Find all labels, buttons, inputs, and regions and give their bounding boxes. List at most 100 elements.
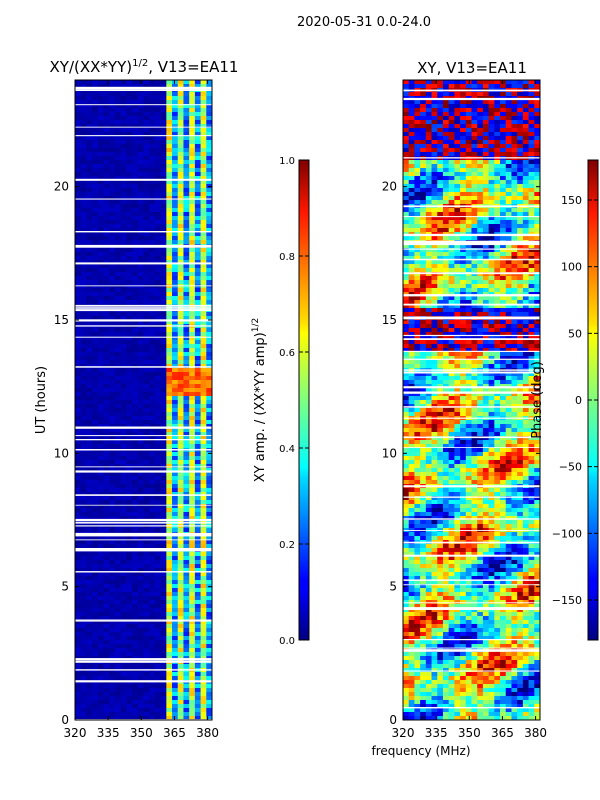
phase-heatmap-cell [437, 160, 444, 165]
amplitude-heatmap-cell [143, 172, 150, 177]
phase-heatmap-cell [482, 212, 490, 217]
amplitude-heatmap-cell [160, 104, 167, 109]
amplitude-heatmap-cell [132, 144, 139, 149]
amplitude-heatmap-cell [189, 712, 196, 717]
amplitude-heatmap-cell [126, 508, 133, 513]
amplitude-heatmap-cell [126, 584, 133, 589]
phase-heatmap-cell [454, 128, 461, 133]
phase-heatmap-cell [494, 148, 501, 153]
amplitude-heatmap-cell [109, 108, 116, 113]
amplitude-heatmap-cell [149, 380, 156, 385]
amplitude-x-axis: 320 335 350 365 380 [64, 80, 219, 740]
amplitude-heatmap-cell [120, 592, 127, 597]
amplitude-heatmap-cell [75, 104, 82, 109]
amplitude-heatmap-cell [75, 452, 82, 457]
amplitude-heatmap-cell [177, 352, 185, 357]
amplitude-heatmap-cell [200, 176, 207, 181]
phase-heatmap-cell [442, 128, 450, 133]
amplitude-heatmap-cell [103, 288, 110, 293]
amplitude-heatmap-cell [200, 488, 207, 493]
amplitude-heatmap-cell [132, 424, 139, 429]
amplitude-heatmap-cell [160, 96, 167, 101]
amplitude-heatmap-cell [154, 456, 162, 461]
amplitude-heatmap-cell [149, 108, 156, 113]
amplitude-heatmap-cell [172, 512, 179, 517]
phase-heatmap-cell [437, 132, 444, 137]
amplitude-heatmap-cell [149, 336, 156, 341]
phase-heatmap-cell [437, 248, 444, 253]
amplitude-heatmap-cell [126, 280, 133, 285]
phase-heatmap-cell [460, 128, 467, 133]
amplitude-heatmap-cell [154, 312, 162, 317]
phase-heatmap-cell [494, 132, 501, 137]
phase-heatmap-cell [477, 132, 484, 137]
phase-heatmap-cell [454, 140, 461, 145]
phase-heatmap-cell [448, 112, 455, 117]
amplitude-heatmap-cell [183, 432, 190, 437]
amplitude-x-tick-label: 320 [64, 726, 87, 740]
amplitude-heatmap-cell [143, 80, 150, 85]
amplitude-heatmap-cell [126, 100, 133, 105]
amplitude-heatmap-cell [75, 496, 82, 501]
amplitude-heatmap-cell [206, 172, 212, 177]
amplitude-heatmap-cell [206, 176, 212, 181]
phase-heatmap-cell [488, 92, 495, 97]
amplitude-heatmap-cell [97, 240, 105, 245]
amplitude-heatmap-cell [120, 684, 127, 689]
amplitude-heatmap-cell [80, 108, 88, 113]
amplitude-heatmap-cell [154, 604, 162, 609]
amplitude-heatmap-cell [97, 620, 105, 625]
amplitude-heatmap-cell [86, 452, 93, 457]
amplitude-heatmap-cell [177, 316, 185, 321]
amplitude-heatmap-cell [200, 212, 207, 217]
phase-heatmap-cell [448, 184, 455, 189]
amplitude-heatmap-cell [166, 452, 173, 457]
amplitude-heatmap-cell [160, 356, 167, 361]
phase-heatmap-cell [471, 252, 478, 257]
amplitude-heatmap-cell [92, 260, 99, 265]
amplitude-heatmap-cell [75, 676, 82, 681]
amplitude-heatmap-cell [86, 256, 93, 261]
amplitude-heatmap-cell [194, 100, 202, 105]
amplitude-heatmap-cell [80, 188, 88, 193]
phase-heatmap-cell [454, 252, 461, 257]
amplitude-flagged-row [75, 307, 212, 309]
amplitude-heatmap-cell [154, 292, 162, 297]
amplitude-heatmap-cell [80, 468, 88, 473]
amplitude-heatmap-cell [109, 396, 116, 401]
amplitude-heatmap-cell [200, 312, 207, 317]
phase-heatmap-cell [494, 160, 501, 165]
amplitude-heatmap-cell [120, 716, 127, 720]
amplitude-heatmap-cell [132, 204, 139, 209]
phase-heatmap-cell [460, 136, 467, 141]
amplitude-heatmap-cell [194, 652, 202, 657]
amplitude-heatmap-cell [189, 596, 196, 601]
amplitude-heatmap-cell [183, 368, 190, 373]
amplitude-heatmap-cell [126, 192, 133, 197]
amplitude-heatmap-cell [183, 348, 190, 353]
amplitude-heatmap-cell [183, 596, 190, 601]
amplitude-heatmap-cell [177, 340, 185, 345]
amplitude-heatmap-cell [172, 140, 179, 145]
amplitude-heatmap-cell [132, 360, 139, 365]
amplitude-heatmap-cell [103, 428, 110, 433]
amplitude-heatmap-cell [194, 596, 202, 601]
amplitude-heatmap-cell [200, 180, 207, 185]
amplitude-heatmap-cell [149, 320, 156, 325]
phase-heatmap-cell [431, 192, 438, 197]
amplitude-heatmap-cell [126, 396, 133, 401]
amplitude-heatmap-cell [86, 392, 93, 397]
amplitude-heatmap-cell [143, 564, 150, 569]
amplitude-heatmap-cell [103, 640, 110, 645]
amplitude-heatmap-cell [194, 584, 202, 589]
amplitude-heatmap-cell [86, 312, 93, 317]
amplitude-heatmap-cell [86, 484, 93, 489]
amplitude-heatmap-cell [80, 692, 88, 697]
amplitude-heatmap-cell [166, 488, 173, 493]
amplitude-heatmap-cell [114, 424, 122, 429]
phase-heatmap-cell [488, 216, 495, 221]
phase-heatmap-cell [448, 188, 455, 193]
phase-heatmap-cell [403, 160, 410, 165]
phase-heatmap-cell [437, 200, 444, 205]
phase-heatmap-cell [500, 188, 507, 193]
